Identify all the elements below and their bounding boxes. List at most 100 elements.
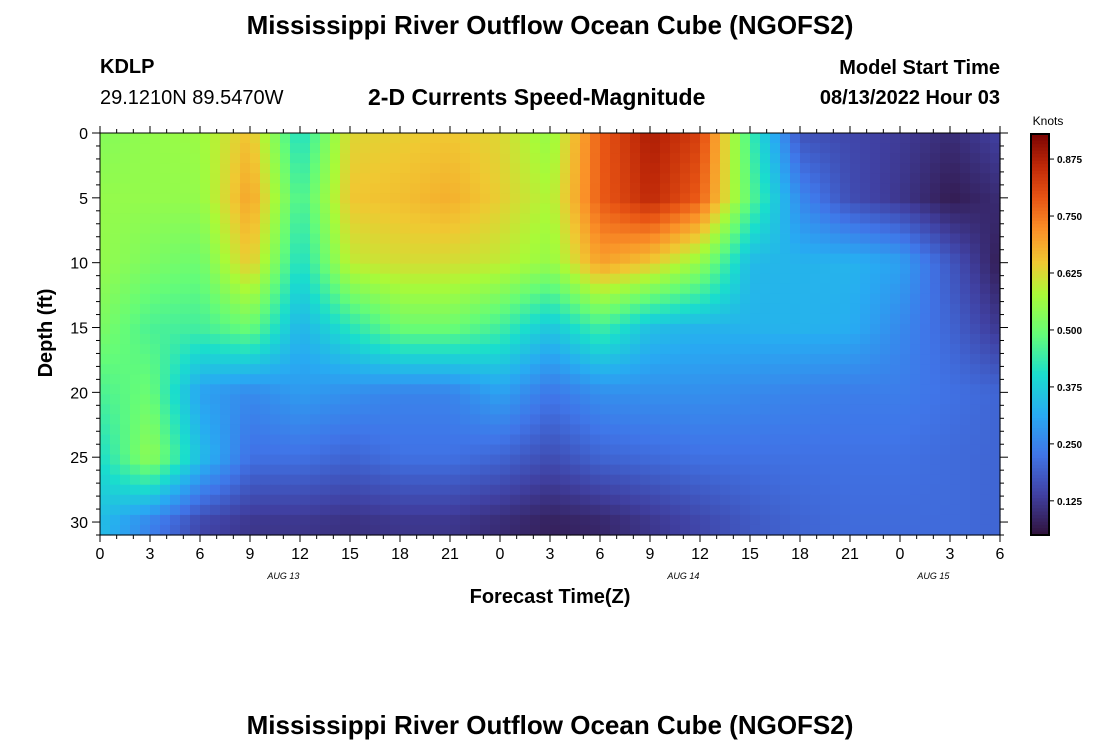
heatmap-cell [840,163,851,174]
heatmap-cell [800,354,811,365]
heatmap-cell [460,183,471,194]
heatmap-cell [430,474,441,486]
heatmap-cell [560,444,571,456]
heatmap-cell [930,404,941,415]
heatmap-cell [280,454,291,466]
heatmap-cell [810,484,821,496]
colorbar-segment [1031,474,1049,479]
colorbar-segment [1031,230,1049,235]
heatmap-cell [240,474,251,486]
heatmap-cell [710,313,721,325]
heatmap-cell [350,133,361,144]
heatmap-cell [210,173,221,184]
heatmap-cell [340,484,351,496]
heatmap-cell [640,384,651,395]
heatmap-cell [910,323,921,335]
heatmap-cell [240,213,251,225]
heatmap-cell [460,133,471,144]
heatmap-cell [880,283,891,295]
heatmap-cell [570,394,581,405]
heatmap-cell [970,253,981,265]
heatmap-cell [780,394,791,405]
heatmap-cell [880,344,891,355]
heatmap-cell [950,484,961,496]
heatmap-cell [730,133,741,144]
heatmap-cell [110,414,121,426]
heatmap-cell [900,243,911,255]
heatmap-cell [480,424,491,436]
colorbar-segment [1031,210,1049,215]
heatmap-cell [700,524,711,536]
heatmap-cell [960,464,971,476]
heatmap-cell [990,223,1001,235]
colorbar-segment [1031,134,1049,138]
heatmap-cell [130,293,141,305]
heatmap-cell [890,334,901,345]
heatmap-cell [840,464,851,476]
heatmap-cell [990,283,1001,295]
heatmap-cell [990,394,1001,405]
heatmap-cell [180,313,191,325]
heatmap-cell [740,334,751,345]
heatmap-cell [390,133,401,144]
heatmap-cell [930,344,941,355]
colorbar-segment [1031,381,1049,386]
heatmap-cell [450,344,461,355]
heatmap-cell [910,484,921,496]
heatmap-cell [200,213,211,225]
heatmap-cell [130,514,141,526]
heatmap-cell [200,334,211,345]
colorbar-segment [1031,254,1049,259]
heatmap-cell [890,354,901,365]
heatmap-cell [510,394,521,405]
heatmap-cell [180,263,191,275]
heatmap-cell [260,474,271,486]
heatmap-cell [170,233,181,245]
heatmap-cell [120,283,131,295]
heatmap-cell [270,163,281,174]
heatmap-cell [650,313,661,325]
heatmap-cell [100,424,111,436]
heatmap-cell [230,203,241,214]
heatmap-cell [470,354,481,365]
heatmap-cell [230,193,241,204]
heatmap-cell [110,374,121,385]
colorbar-segment [1031,217,1049,222]
heatmap-cell [840,424,851,436]
heatmap-cell [160,454,171,466]
heatmap-cell [360,334,371,345]
heatmap-cell [650,374,661,385]
heatmap-cell [710,183,721,194]
heatmap-cell [500,414,511,426]
heatmap-cell [350,494,361,506]
heatmap-cell [890,454,901,466]
heatmap-cell [220,354,231,365]
heatmap-cell [360,143,371,154]
heatmap-cell [180,424,191,436]
heatmap-cell [470,504,481,516]
heatmap-cell [440,364,451,375]
heatmap-cell [970,293,981,305]
colorbar-segment [1031,204,1049,209]
heatmap-cell [230,404,241,415]
heatmap-cell [660,243,671,255]
heatmap-cell [190,253,201,265]
heatmap-cell [810,183,821,194]
heatmap-cell [190,223,201,235]
colorbar-segment [1031,180,1049,185]
heatmap-cell [210,293,221,305]
heatmap-cell [980,474,991,486]
heatmap-cell [310,384,321,395]
heatmap-cell [480,173,491,184]
heatmap-cell [870,444,881,456]
heatmap-cell [630,464,641,476]
heatmap-cell [310,474,321,486]
heatmap-cell [510,173,521,184]
heatmap-cell [880,464,891,476]
heatmap-cell [640,263,651,275]
heatmap-cell [440,323,451,335]
heatmap-cell [960,203,971,214]
heatmap-cell [600,293,611,305]
heatmap-cell [990,203,1001,214]
heatmap-cell [490,334,501,345]
